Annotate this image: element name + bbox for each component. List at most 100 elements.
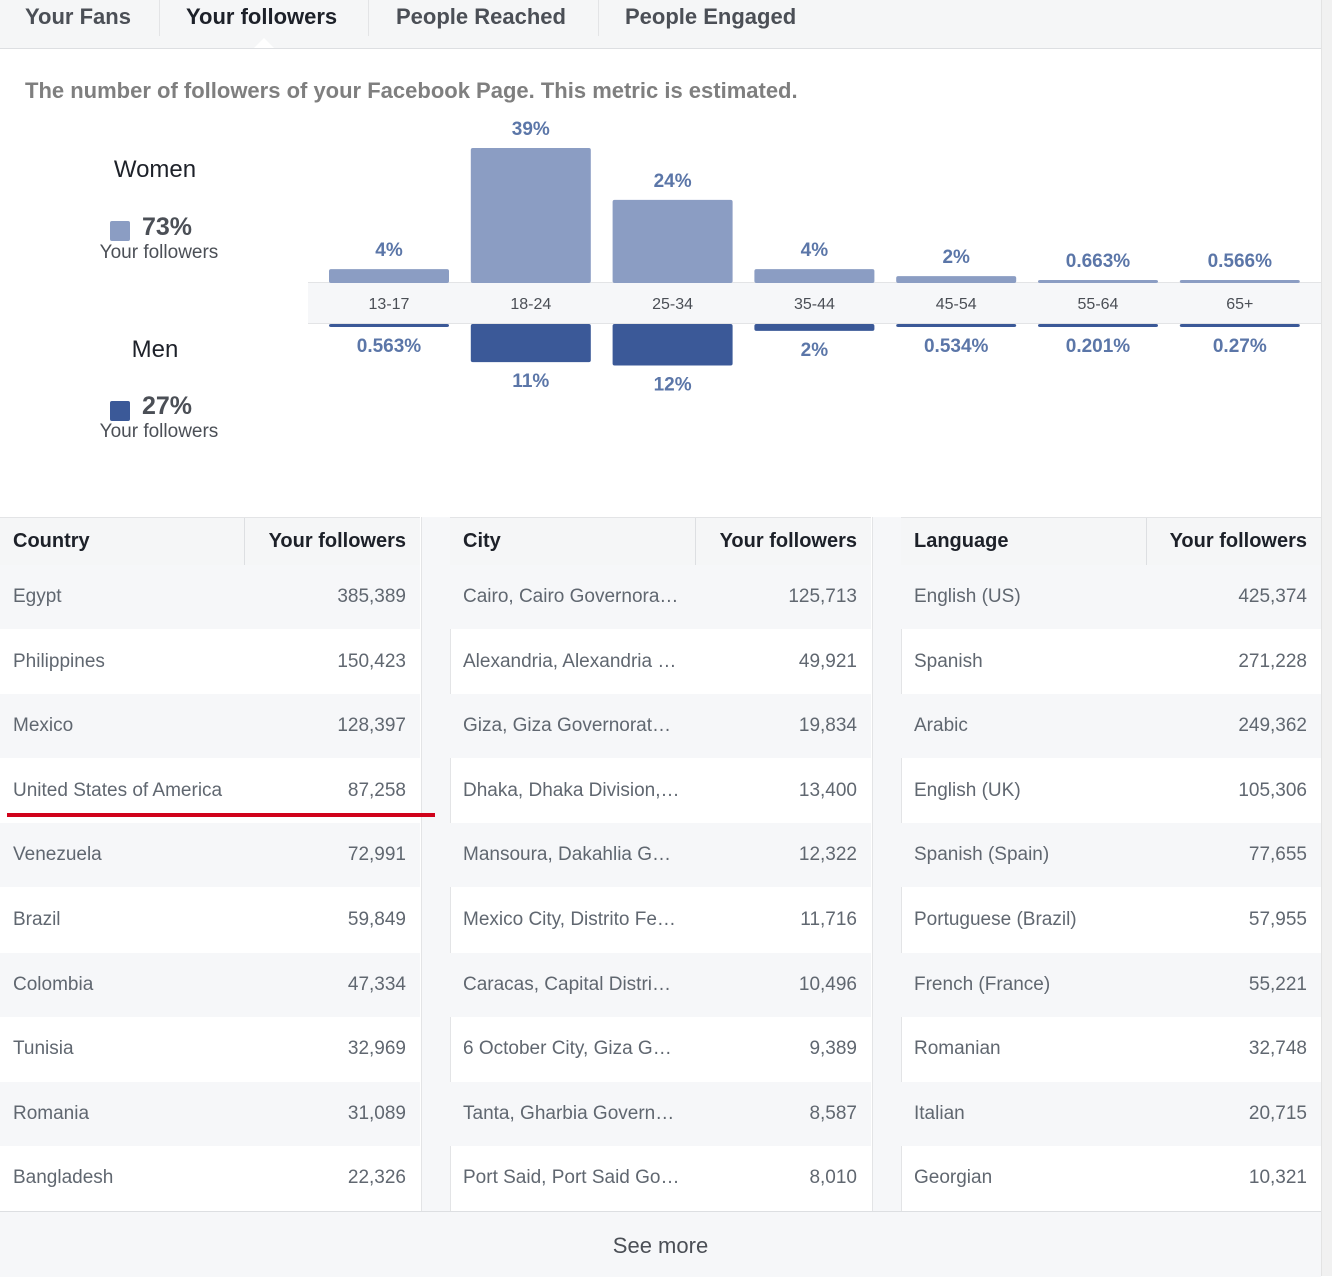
women-title: Women <box>113 156 197 183</box>
women-percent: 73% <box>142 213 193 241</box>
followers-column-header[interactable]: Your followers <box>268 530 406 552</box>
table-row: United States of America 87,258 <box>0 759 420 823</box>
annotation-underline <box>7 813 435 817</box>
followers-count: 11,716 <box>800 909 857 930</box>
language-name: French (France) <box>914 973 1051 995</box>
city-name: Giza, Giza Governorat… <box>463 715 672 737</box>
language-name: Spanish (Spain) <box>914 844 1050 866</box>
followers-column-header[interactable]: Your followers <box>1169 530 1307 552</box>
tab-divider <box>159 0 160 36</box>
women-bar[interactable] <box>1038 280 1158 283</box>
table-row: Italian 20,715 <box>901 1081 1321 1146</box>
men-subtitle: Your followers <box>99 421 219 442</box>
men-bar[interactable] <box>1038 324 1158 327</box>
women-data-label: 2% <box>942 247 970 268</box>
table-row: Spanish (Spain) 77,655 <box>901 823 1321 888</box>
women-bar[interactable] <box>896 276 1017 283</box>
country-name: Egypt <box>13 586 62 607</box>
tab-your-followers[interactable]: Your followers <box>186 4 338 29</box>
followers-count: 105,306 <box>1238 779 1307 801</box>
language-name: Georgian <box>914 1167 993 1189</box>
city-column-header[interactable]: City <box>463 530 501 552</box>
followers-count: 19,834 <box>798 715 857 737</box>
men-bar[interactable] <box>754 324 875 331</box>
age-tick-label: 13-17 <box>369 296 410 313</box>
men-bar[interactable] <box>896 324 1017 327</box>
followers-count: 32,748 <box>1248 1038 1307 1060</box>
age-gender-chart: 4% 0.563% 13-17 39% 11% 18-24 24% 12% 25-34 4% 2% 3… <box>329 119 1300 396</box>
country-name: Bangladesh <box>13 1167 114 1189</box>
table-row: Mexico City, Distrito Fe… 11,716 <box>450 888 871 952</box>
followers-column-header[interactable]: Your followers <box>719 530 857 552</box>
table-row: Tunisia 32,969 <box>0 1017 420 1081</box>
age-tick-label: 25-34 <box>652 296 693 313</box>
language-name: Romanian <box>914 1038 1001 1060</box>
header-divider <box>1146 518 1147 565</box>
followers-count: 32,969 <box>347 1038 406 1060</box>
age-tick-label: 18-24 <box>510 296 551 313</box>
men-swatch <box>110 401 130 421</box>
table-row: Cairo, Cairo Governora… 125,713 <box>450 565 871 629</box>
women-data-label: 0.566% <box>1208 251 1273 272</box>
column-gap <box>872 517 902 1211</box>
men-bar[interactable] <box>1179 324 1300 327</box>
women-data-label: 39% <box>512 119 550 140</box>
active-tab-caret <box>254 38 274 48</box>
men-bar[interactable] <box>329 324 449 327</box>
city-name: Alexandria, Alexandria … <box>463 650 677 672</box>
language-name: Portuguese (Brazil) <box>914 909 1077 930</box>
women-bar[interactable] <box>1179 280 1300 283</box>
table-row: Mexico 128,397 <box>0 694 420 759</box>
tab-people-engaged[interactable]: People Engaged <box>625 4 797 29</box>
header-divider <box>244 518 245 565</box>
scrollbar[interactable] <box>1321 0 1332 1276</box>
country-name: Venezuela <box>13 844 102 866</box>
women-bar[interactable] <box>329 269 449 283</box>
followers-count: 49,921 <box>798 650 857 672</box>
men-data-label: 0.534% <box>924 336 989 357</box>
followers-count: 8,587 <box>809 1102 857 1124</box>
table-row: French (France) 55,221 <box>901 952 1321 1017</box>
table-row: Bangladesh 22,326 <box>0 1146 420 1210</box>
followers-count: 385,389 <box>337 586 406 607</box>
tab-people-reached[interactable]: People Reached <box>396 4 566 29</box>
table-row: Romanian 32,748 <box>901 1017 1321 1081</box>
country-name: Colombia <box>13 973 94 995</box>
city-name: Cairo, Cairo Governora… <box>463 586 679 607</box>
tab-divider <box>368 0 369 36</box>
language-name: Spanish <box>914 650 983 672</box>
followers-count: 57,955 <box>1248 909 1307 930</box>
table-row: English (US) 425,374 <box>901 565 1321 629</box>
tab-your-fans[interactable]: Your Fans <box>25 4 131 29</box>
men-bar[interactable] <box>612 324 733 366</box>
see-more-button[interactable]: See more <box>0 1211 1321 1277</box>
followers-count: 10,496 <box>798 973 857 995</box>
men-data-label: 2% <box>801 340 829 361</box>
table-row: Caracas, Capital Distri… 10,496 <box>450 952 871 1017</box>
table-row: Colombia 47,334 <box>0 952 420 1017</box>
followers-count: 13,400 <box>798 779 857 801</box>
language-name: Italian <box>914 1102 965 1124</box>
men-bar[interactable] <box>470 324 591 363</box>
age-tick-label: 65+ <box>1226 296 1253 313</box>
table-row: Port Said, Port Said Go… 8,010 <box>450 1146 871 1210</box>
country-column-header[interactable]: Country <box>13 530 90 552</box>
followers-count: 8,010 <box>809 1167 857 1189</box>
table-row: Georgian 10,321 <box>901 1146 1321 1210</box>
language-column-header[interactable]: Language <box>914 530 1009 552</box>
city-name: Dhaka, Dhaka Division,… <box>463 779 680 801</box>
city-name: Mexico City, Distrito Fe… <box>463 909 676 930</box>
city-name: Tanta, Gharbia Govern… <box>463 1102 675 1124</box>
women-bar[interactable] <box>612 199 733 283</box>
women-bar[interactable] <box>470 148 591 283</box>
table-row: Romania 31,089 <box>0 1081 420 1146</box>
table-row: Tanta, Gharbia Govern… 8,587 <box>450 1081 871 1146</box>
country-name: Romania <box>13 1102 90 1124</box>
followers-count: 128,397 <box>337 715 406 737</box>
country-name: Philippines <box>13 650 105 672</box>
followers-count: 9,389 <box>809 1038 857 1060</box>
women-bar[interactable] <box>754 269 875 283</box>
men-data-label: 0.201% <box>1066 336 1131 357</box>
tab-divider <box>598 0 599 36</box>
table-row: Mansoura, Dakahlia G… 12,322 <box>450 823 871 888</box>
